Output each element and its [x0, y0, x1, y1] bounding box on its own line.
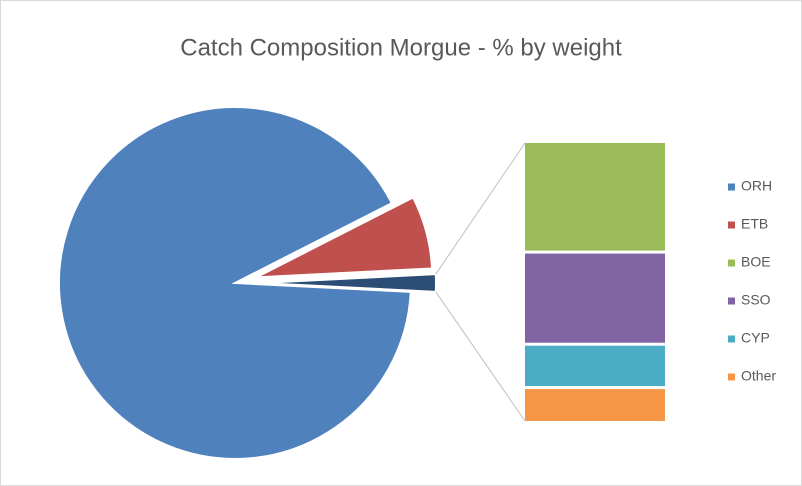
legend-swatch	[728, 259, 735, 267]
bar-segment	[525, 345, 665, 387]
bar-segment	[525, 389, 665, 421]
connector-line	[435, 291, 526, 422]
legend-label: Other	[741, 368, 776, 384]
pie-slice	[259, 273, 438, 293]
bar-segment	[525, 253, 665, 343]
legend-swatch	[728, 335, 735, 343]
legend-label: ORH	[741, 178, 772, 194]
connector-line	[435, 142, 526, 275]
bar-segment	[525, 143, 665, 251]
legend-label: ETB	[741, 216, 768, 232]
legend-swatch	[728, 183, 735, 191]
legend-label: CYP	[741, 330, 770, 346]
legend-swatch	[728, 221, 735, 229]
pie-slice	[255, 196, 434, 279]
chart-title: Catch Composition Morgue - % by weight	[180, 34, 622, 61]
legend-label: SSO	[741, 292, 771, 308]
legend-swatch	[728, 373, 735, 381]
legend-swatch	[728, 297, 735, 305]
pie-slice	[58, 106, 412, 460]
legend-label: BOE	[741, 254, 771, 270]
